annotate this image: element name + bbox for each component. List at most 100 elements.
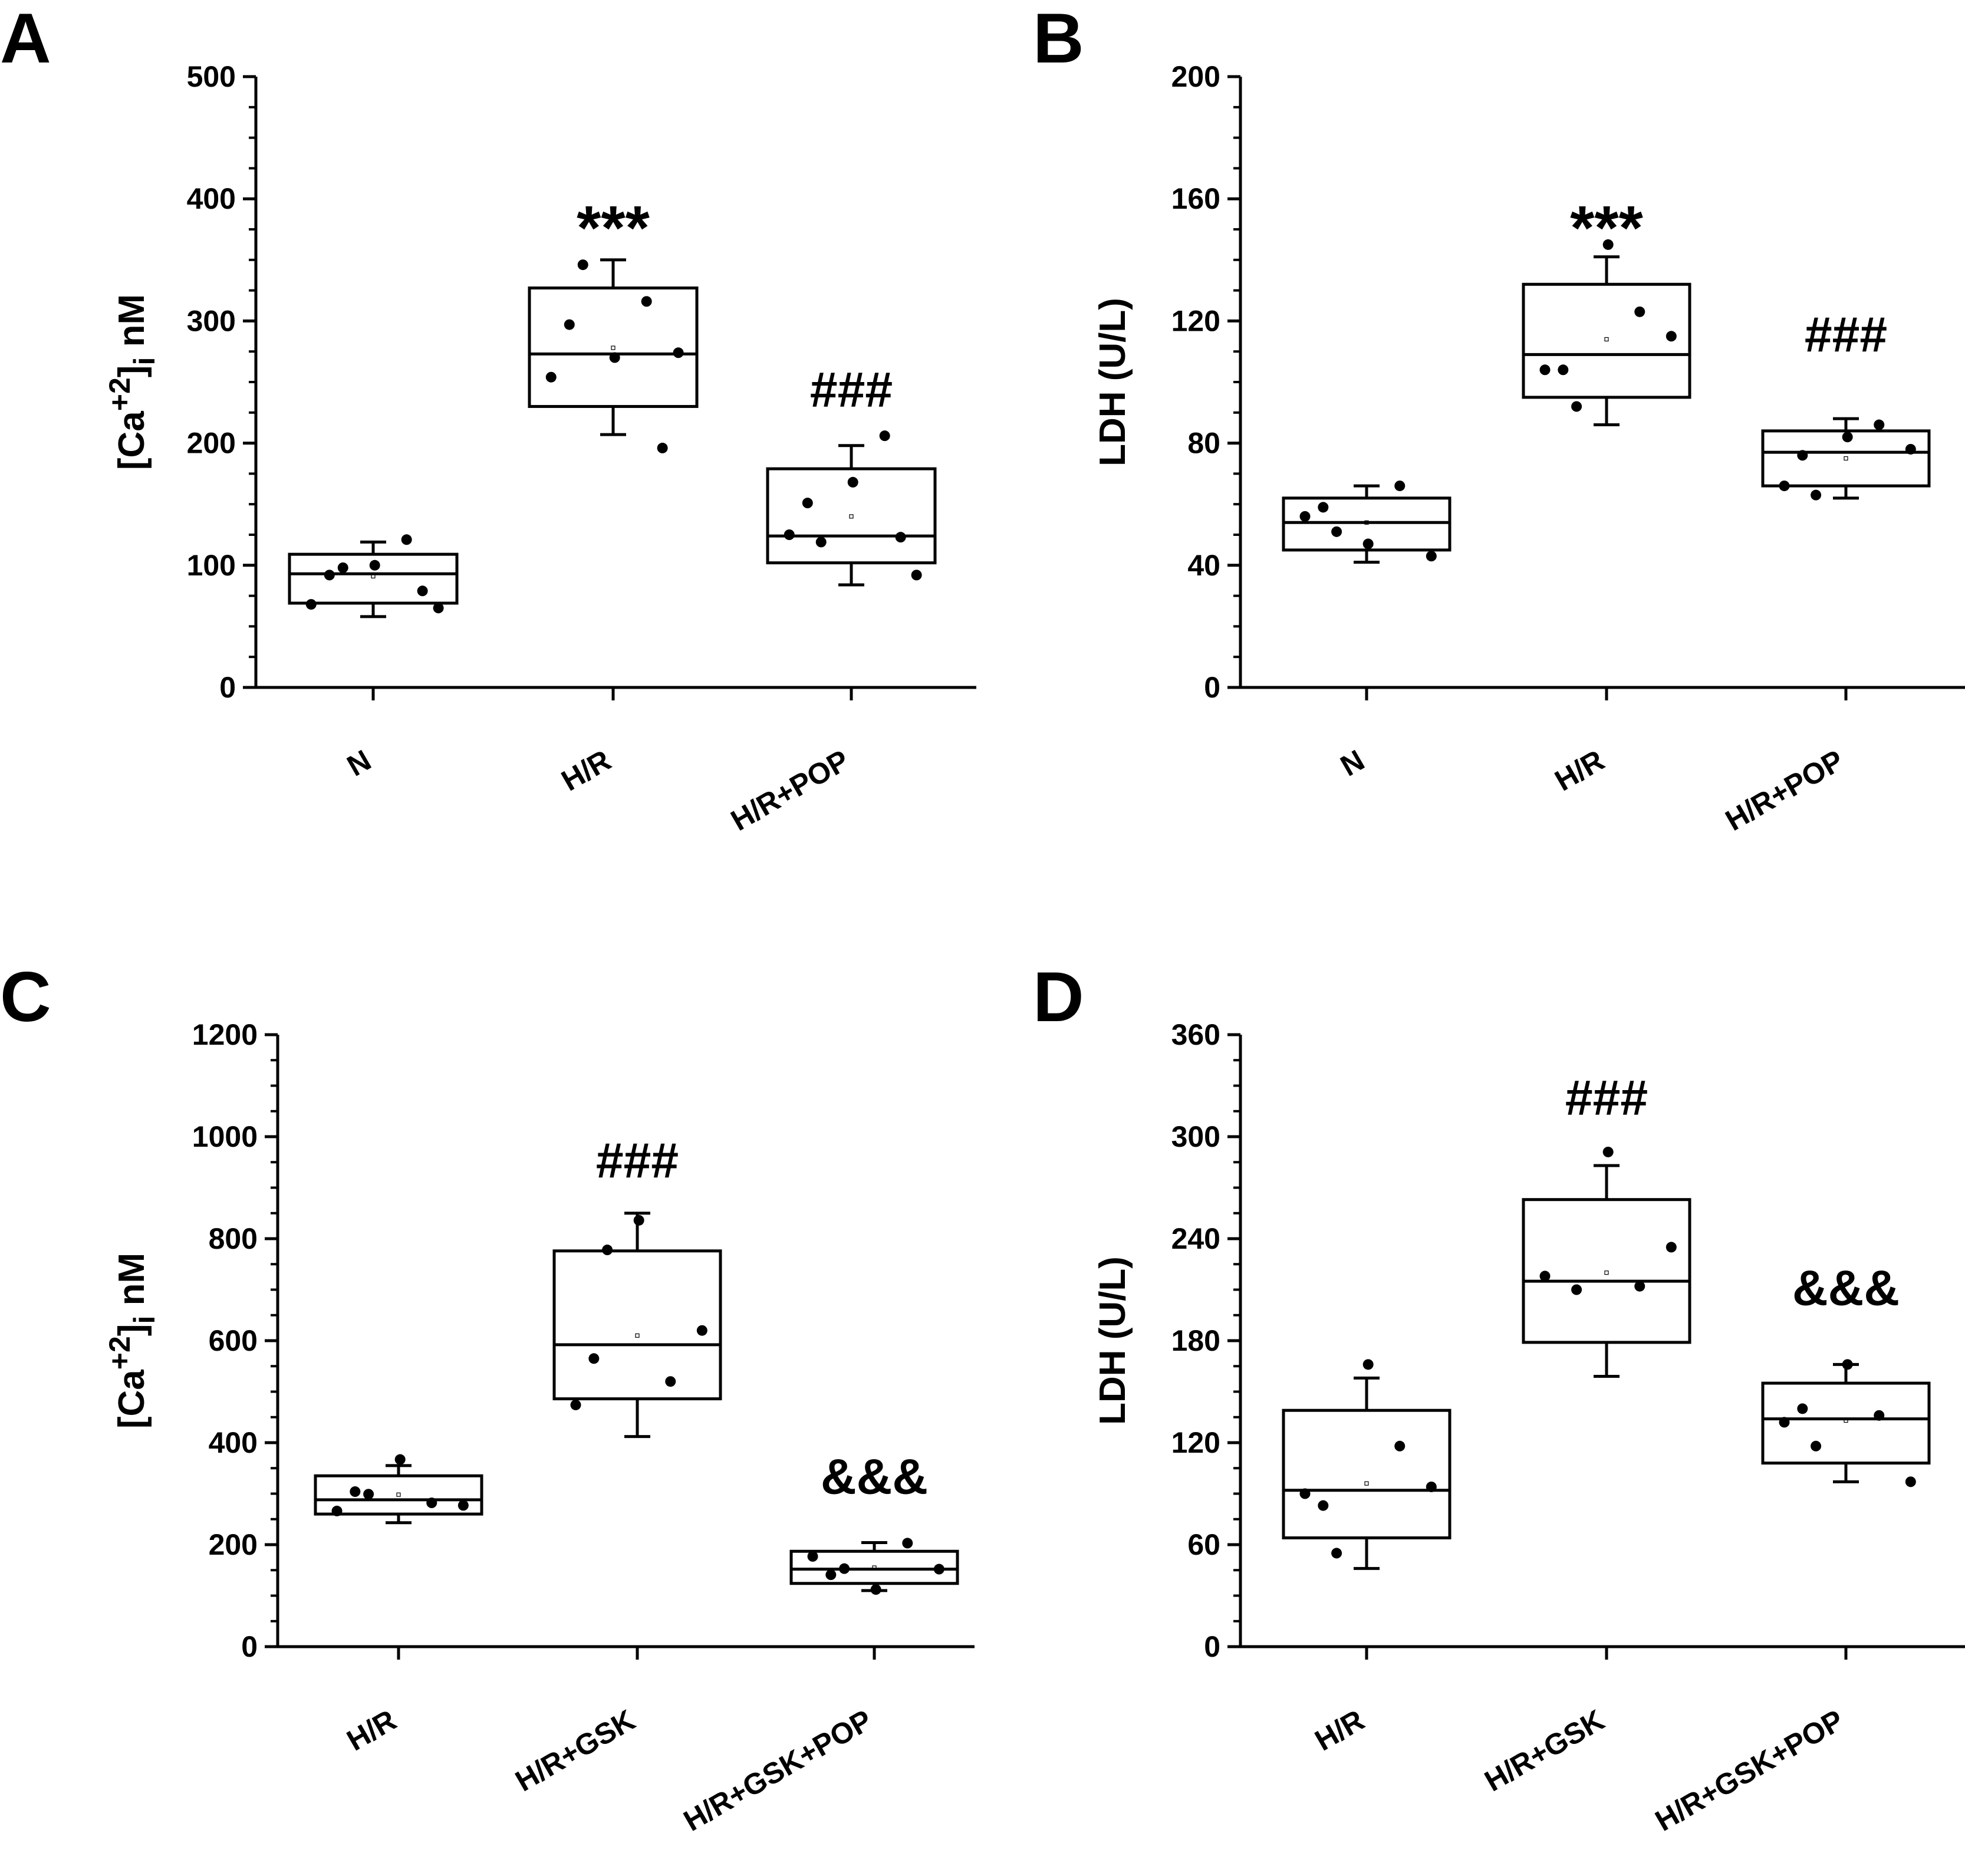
panel-letter: A [0, 0, 51, 78]
data-point [895, 532, 906, 543]
data-point [1331, 1548, 1342, 1559]
y-tick-label: 120 [1171, 304, 1220, 337]
data-point [1318, 1500, 1329, 1511]
data-point [1299, 1488, 1311, 1499]
data-point [1331, 526, 1342, 537]
mean-marker [1844, 1418, 1848, 1423]
data-point [457, 1500, 469, 1511]
data-point [911, 570, 922, 581]
y-tick-label: 0 [219, 671, 236, 704]
y-tick-label: 0 [1204, 671, 1220, 704]
x-tick-label: N [1335, 743, 1370, 783]
data-point [1666, 1242, 1677, 1253]
data-point [1905, 1476, 1916, 1487]
data-point [369, 559, 380, 571]
x-tick-label: H/R [1309, 1703, 1370, 1757]
y-tick-label: 300 [1171, 1120, 1220, 1153]
x-tick-label: H/R [341, 1703, 402, 1757]
y-tick-label: 100 [187, 549, 236, 582]
data-point [1634, 1281, 1645, 1292]
y-tick-label: 160 [1171, 182, 1220, 215]
data-point [870, 1584, 881, 1595]
box-iqr [552, 1249, 722, 1401]
data-point [1874, 1410, 1885, 1421]
data-point [1299, 511, 1311, 522]
y-tick-label: 180 [1171, 1324, 1220, 1357]
mean-marker [635, 1333, 640, 1338]
y-tick-label: 40 [1187, 549, 1220, 582]
data-point [417, 585, 428, 597]
mean-marker [396, 1492, 401, 1497]
y-tick-label: 200 [209, 1528, 258, 1561]
data-point [1842, 432, 1853, 443]
data-point [1539, 1271, 1551, 1282]
panel-b: B 0 40 80 120 160 200 LDH (U/L) N H/R H/R+POP *** ##… [1033, 0, 1965, 837]
significance-marker: ### [1805, 307, 1887, 362]
data-point [1394, 1440, 1406, 1452]
mean-marker [1364, 520, 1369, 525]
box-iqr [789, 1549, 959, 1585]
y-tick-label: 400 [209, 1426, 258, 1459]
x-tick-label: H/R+GSK+POP [678, 1703, 877, 1838]
data-point [665, 1376, 676, 1387]
y-tick-label: 80 [1187, 427, 1220, 460]
data-point [1539, 364, 1551, 376]
data-point [545, 371, 557, 383]
data-point [1571, 1284, 1582, 1295]
data-point [305, 599, 317, 610]
y-tick-label: 60 [1187, 1528, 1220, 1561]
panel-letter: D [1033, 957, 1084, 1036]
significance-marker: &&& [1792, 1260, 1900, 1315]
mean-marker [611, 345, 615, 350]
data-point [1362, 1359, 1374, 1370]
box-iqr [1282, 1408, 1451, 1539]
box-iqr [528, 286, 699, 408]
data-point [324, 570, 335, 581]
y-tick-label: 400 [187, 182, 236, 215]
data-point [1797, 1403, 1808, 1414]
data-point [609, 352, 620, 363]
data-point [902, 1538, 913, 1549]
data-point [1779, 1417, 1790, 1428]
data-point [401, 534, 412, 545]
panel-c: C 0 200 400 600 800 1000 1200 [Ca+2]i nM H/R H/R+G… [0, 957, 975, 1838]
mean-marker [1604, 1271, 1609, 1275]
data-point [394, 1454, 406, 1465]
data-point [1811, 1440, 1822, 1452]
mean-marker [371, 574, 376, 579]
data-point [363, 1489, 374, 1500]
y-tick-label: 200 [187, 427, 236, 460]
data-point [933, 1564, 944, 1575]
data-point [1602, 1146, 1614, 1157]
data-point [570, 1399, 581, 1410]
mean-marker [872, 1565, 877, 1570]
data-point [633, 1215, 644, 1226]
mean-marker [1364, 1481, 1369, 1486]
data-point [1426, 1481, 1437, 1492]
significance-marker: ### [1565, 1070, 1648, 1125]
data-point [825, 1569, 837, 1581]
data-point [1602, 239, 1614, 250]
data-point [879, 430, 890, 442]
panel-d: D 0 60 120 180 240 300 360 LDH (U/L) H/R H/R+GSK H/… [1033, 957, 1965, 1838]
data-point [331, 1505, 343, 1516]
data-point [1571, 401, 1582, 412]
x-tick-label: N [341, 743, 376, 783]
y-tick-label: 500 [187, 60, 236, 93]
data-point [350, 1486, 361, 1497]
data-point [1905, 443, 1916, 455]
data-point [1426, 551, 1437, 562]
y-axis-title: [Ca+2]i nM [103, 1253, 161, 1429]
data-point [1797, 450, 1808, 461]
data-point [839, 1563, 850, 1574]
x-tick-label: H/R+GSK [1479, 1703, 1610, 1798]
significance-marker: ### [596, 1133, 679, 1188]
y-tick-label: 200 [1171, 60, 1220, 93]
data-point [602, 1245, 613, 1256]
data-point [433, 603, 444, 614]
data-point [673, 347, 684, 358]
significance-marker: *** [1570, 193, 1644, 263]
data-point [1362, 538, 1374, 549]
data-point [564, 319, 575, 330]
x-tick-label: H/R+GSK+POP [1650, 1703, 1849, 1838]
